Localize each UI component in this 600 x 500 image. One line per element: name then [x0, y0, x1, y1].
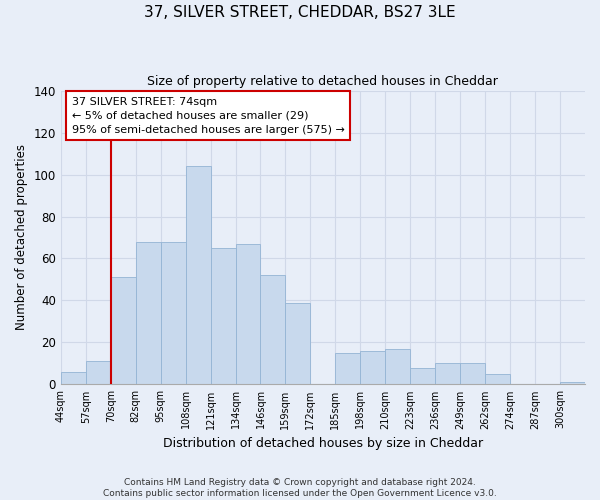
- Bar: [111, 278, 136, 384]
- Bar: [61, 372, 86, 384]
- Bar: [335, 353, 361, 384]
- Bar: [460, 364, 485, 384]
- Bar: [410, 368, 435, 384]
- Text: 37, SILVER STREET, CHEDDAR, BS27 3LE: 37, SILVER STREET, CHEDDAR, BS27 3LE: [144, 5, 456, 20]
- Bar: [136, 242, 161, 384]
- Title: Size of property relative to detached houses in Cheddar: Size of property relative to detached ho…: [148, 75, 499, 88]
- Bar: [435, 364, 460, 384]
- Text: Contains HM Land Registry data © Crown copyright and database right 2024.
Contai: Contains HM Land Registry data © Crown c…: [103, 478, 497, 498]
- Bar: [485, 374, 510, 384]
- Bar: [286, 302, 310, 384]
- Bar: [86, 362, 111, 384]
- Bar: [236, 244, 260, 384]
- X-axis label: Distribution of detached houses by size in Cheddar: Distribution of detached houses by size …: [163, 437, 483, 450]
- Bar: [211, 248, 236, 384]
- Bar: [385, 348, 410, 384]
- Bar: [161, 242, 185, 384]
- Bar: [260, 276, 286, 384]
- Bar: [560, 382, 585, 384]
- Text: 37 SILVER STREET: 74sqm
← 5% of detached houses are smaller (29)
95% of semi-det: 37 SILVER STREET: 74sqm ← 5% of detached…: [72, 97, 345, 135]
- Bar: [361, 351, 385, 384]
- Y-axis label: Number of detached properties: Number of detached properties: [15, 144, 28, 330]
- Bar: [185, 166, 211, 384]
